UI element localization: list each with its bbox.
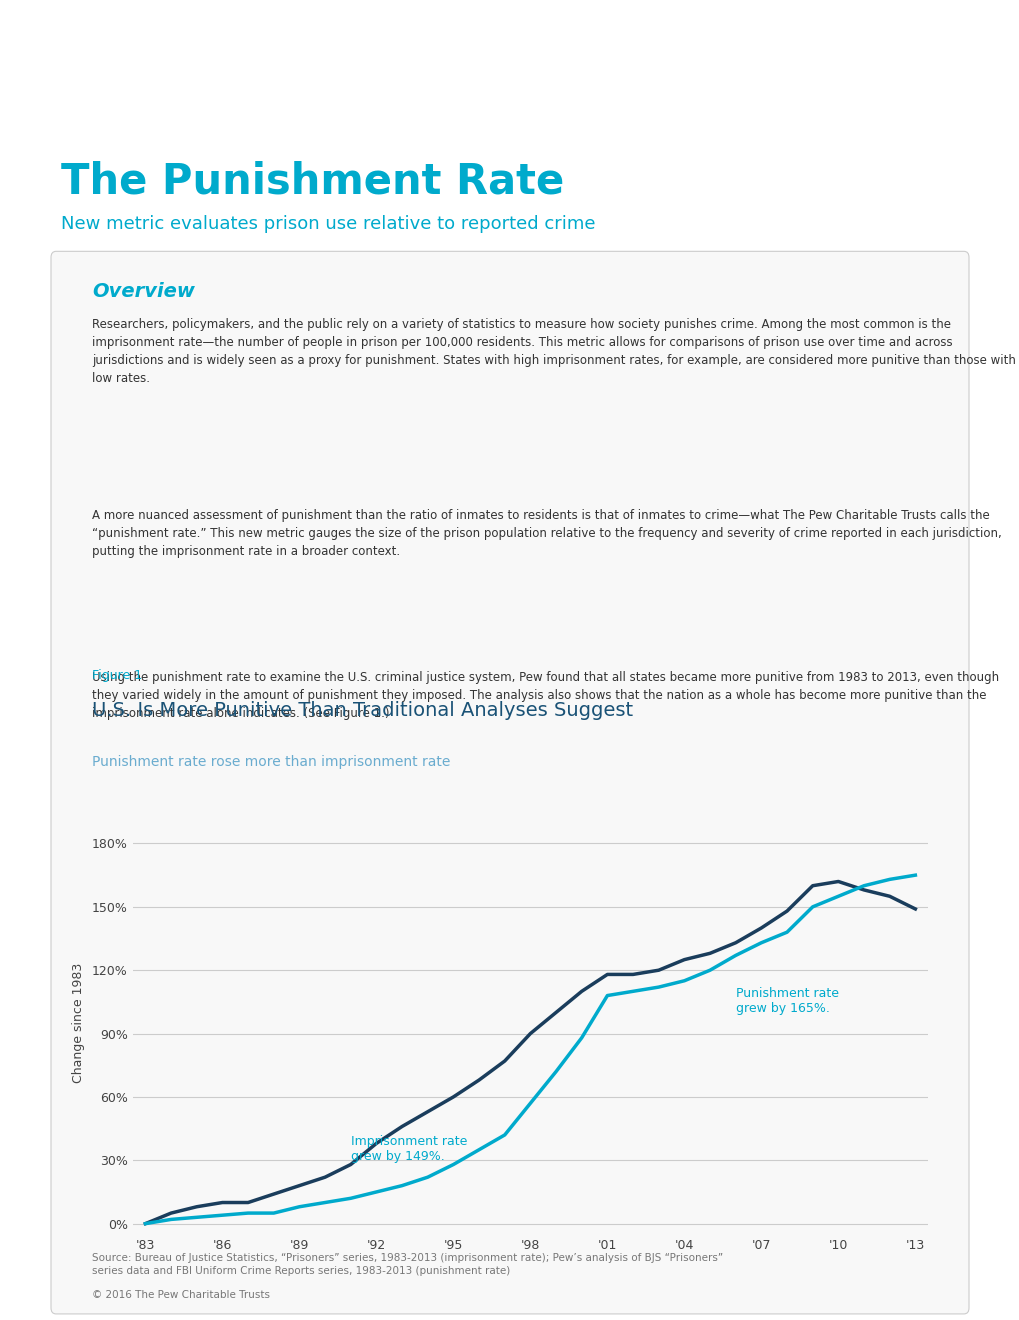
Text: Punishment rate rose more than imprisonment rate: Punishment rate rose more than imprisonm… [92,755,449,770]
Text: Overview: Overview [92,281,195,301]
Y-axis label: Change since 1983: Change since 1983 [72,962,85,1084]
Text: © 2016 The Pew Charitable Trusts: © 2016 The Pew Charitable Trusts [92,1290,270,1300]
Text: Figure 1: Figure 1 [92,669,142,682]
Text: Punishment rate
grew by 165%.: Punishment rate grew by 165%. [735,987,838,1015]
FancyBboxPatch shape [51,251,968,1313]
Text: | March 2016: | March 2016 [906,57,988,69]
Text: The Punishment Rate: The Punishment Rate [61,160,564,202]
Text: A brief from: A brief from [82,57,156,69]
Text: U.S. Is More Punitive Than Traditional Analyses Suggest: U.S. Is More Punitive Than Traditional A… [92,701,633,719]
Text: Source: Bureau of Justice Statistics, “Prisoners” series, 1983-2013 (imprisonmen: Source: Bureau of Justice Statistics, “P… [92,1253,722,1276]
Text: THE PEW CHARITABLE TRUSTS: THE PEW CHARITABLE TRUSTS [414,57,605,69]
Text: A more nuanced assessment of punishment than the ratio of inmates to residents i: A more nuanced assessment of punishment … [92,510,1001,558]
Text: New metric evaluates prison use relative to reported crime: New metric evaluates prison use relative… [61,215,595,232]
Text: Imprisonment rate
grew by 149%.: Imprisonment rate grew by 149%. [351,1135,467,1163]
Text: Using the punishment rate to examine the U.S. criminal justice system, Pew found: Using the punishment rate to examine the… [92,671,998,719]
Text: Researchers, policymakers, and the public rely on a variety of statistics to mea: Researchers, policymakers, and the publi… [92,318,1015,385]
